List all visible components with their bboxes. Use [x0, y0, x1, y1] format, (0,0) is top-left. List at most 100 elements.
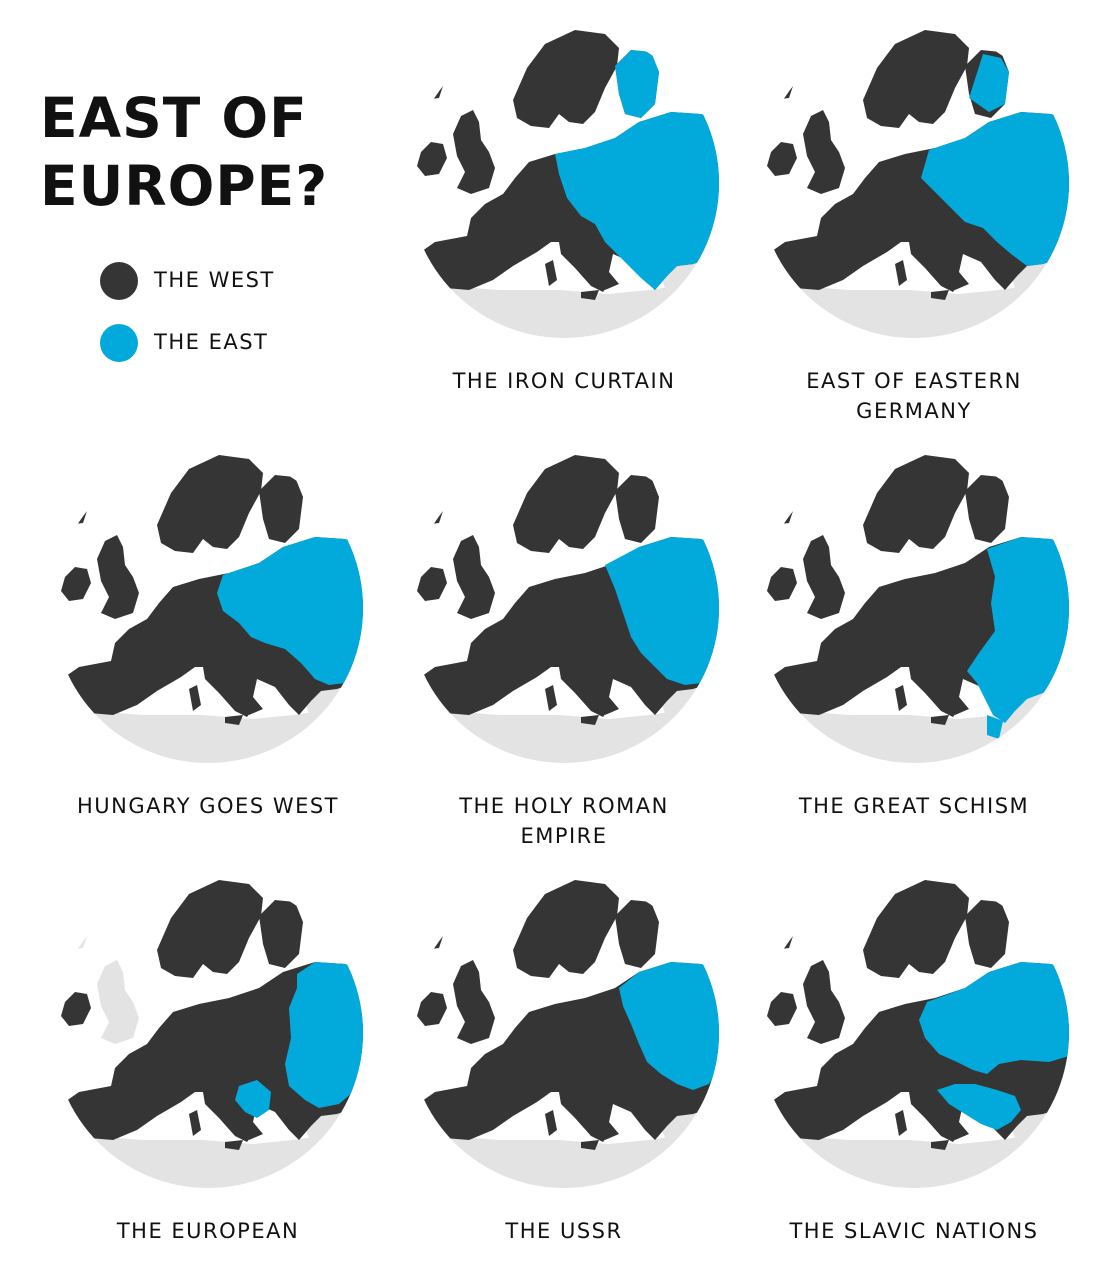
sicily-region — [581, 715, 599, 725]
east-region-0 — [919, 962, 1069, 1074]
east-region-1 — [969, 54, 1009, 112]
ireland-region — [417, 142, 447, 176]
finland-region — [965, 475, 1009, 543]
italy-region — [203, 1088, 253, 1142]
britain-region — [453, 960, 495, 1044]
map-great-schism — [759, 453, 1069, 763]
map-land-group — [53, 453, 363, 763]
map-iron-curtain — [409, 28, 719, 338]
italy-region — [909, 238, 959, 292]
title-line-2: EUROPE? — [40, 154, 329, 218]
map-panel-hungary-west: HUNGARY GOES WEST — [38, 453, 378, 818]
iceland-region — [417, 930, 443, 950]
map-land-group — [409, 878, 719, 1188]
sicily-region — [931, 715, 949, 725]
page-title: EAST OF EUROPE? — [40, 84, 370, 220]
iceland-region — [767, 930, 793, 950]
britain-region — [97, 960, 139, 1044]
mainland-region — [59, 962, 363, 1140]
scandinavia-region — [157, 455, 263, 553]
map-caption: THE GREAT SCHISM — [744, 791, 1084, 821]
sicily-region — [225, 715, 243, 725]
map-land-group — [409, 453, 719, 763]
legend-label-east: THE EAST — [154, 330, 269, 354]
map-panel-iron-curtain: THE IRON CURTAIN — [394, 28, 734, 393]
map-panel-slavic: THE SLAVIC NATIONS — [744, 878, 1084, 1243]
map-ussr — [409, 878, 719, 1188]
east-region-0 — [605, 537, 719, 685]
sardinia-region — [189, 1110, 201, 1136]
map-panel-european: THE EUROPEAN — [38, 878, 378, 1243]
east-region-1 — [937, 1084, 1021, 1130]
italy-region — [909, 663, 959, 717]
finland-region — [965, 900, 1009, 968]
map-caption: EAST OF EASTERN GERMANY — [744, 366, 1084, 426]
britain-region — [803, 110, 845, 194]
east-region-0 — [921, 112, 1069, 266]
sicily-region — [931, 290, 949, 300]
ireland-region — [61, 567, 91, 601]
map-caption: THE IRON CURTAIN — [394, 366, 734, 396]
east-region-0 — [967, 537, 1069, 723]
italy-region — [559, 663, 609, 717]
iceland-region — [767, 80, 793, 100]
iceland-region — [417, 80, 443, 100]
map-land-group — [759, 28, 1069, 338]
finland-region — [615, 900, 659, 968]
iceland-region — [767, 505, 793, 525]
caption-line: EMPIRE — [520, 824, 608, 848]
map-slavic — [759, 878, 1069, 1188]
map-caption: THE EUROPEAN — [38, 1216, 378, 1246]
britain-region — [803, 960, 845, 1044]
sicily-region — [581, 1140, 599, 1150]
caption-line: THE USSR — [505, 1219, 623, 1243]
ireland-region — [61, 992, 91, 1026]
map-east-of-germany — [759, 28, 1069, 338]
scandinavia-region — [513, 880, 619, 978]
east-region-1 — [235, 1080, 271, 1118]
sardinia-region — [895, 685, 907, 711]
scandinavia-region — [513, 30, 619, 128]
finland-region — [259, 900, 303, 968]
iceland-region — [417, 505, 443, 525]
italy-region — [559, 1088, 609, 1142]
scandinavia-region — [863, 880, 969, 978]
caption-line: THE GREAT SCHISM — [798, 794, 1030, 818]
east-region-0 — [217, 537, 363, 685]
finland-region — [259, 475, 303, 543]
ireland-region — [767, 142, 797, 176]
ireland-region — [767, 992, 797, 1026]
map-caption: HUNGARY GOES WEST — [38, 791, 378, 821]
scandinavia-region — [863, 30, 969, 128]
sardinia-region — [545, 685, 557, 711]
ireland-region — [767, 567, 797, 601]
map-european — [53, 878, 363, 1188]
caption-line: GERMANY — [856, 399, 972, 423]
iceland-region — [61, 930, 87, 950]
sardinia-region — [545, 1110, 557, 1136]
ireland-region — [417, 992, 447, 1026]
scandinavia-region — [157, 880, 263, 978]
east-region-0 — [619, 962, 719, 1090]
sardinia-region — [545, 260, 557, 286]
caption-line: THE EUROPEAN — [116, 1219, 300, 1243]
britain-region — [97, 535, 139, 619]
map-caption: THE SLAVIC NATIONS — [744, 1216, 1084, 1246]
east-region-1 — [615, 50, 659, 118]
map-land-group — [759, 453, 1069, 763]
map-panel-holy-roman: THE HOLY ROMAN EMPIRE — [394, 453, 734, 848]
iceland-region — [61, 505, 87, 525]
sardinia-region — [895, 260, 907, 286]
caption-line: EAST OF EASTERN — [806, 369, 1022, 393]
sicily-region — [931, 1140, 949, 1150]
britain-region — [453, 110, 495, 194]
sicily-region — [225, 1140, 243, 1150]
italy-region — [559, 238, 609, 292]
title-line-1: EAST OF — [40, 86, 308, 150]
map-panel-ussr: THE USSR — [394, 878, 734, 1243]
caption-line: HUNGARY GOES WEST — [76, 794, 340, 818]
map-land-group — [759, 878, 1069, 1188]
map-land-group — [53, 878, 363, 1188]
caption-line: THE SLAVIC NATIONS — [789, 1219, 1039, 1243]
east-region-1 — [987, 715, 1003, 739]
